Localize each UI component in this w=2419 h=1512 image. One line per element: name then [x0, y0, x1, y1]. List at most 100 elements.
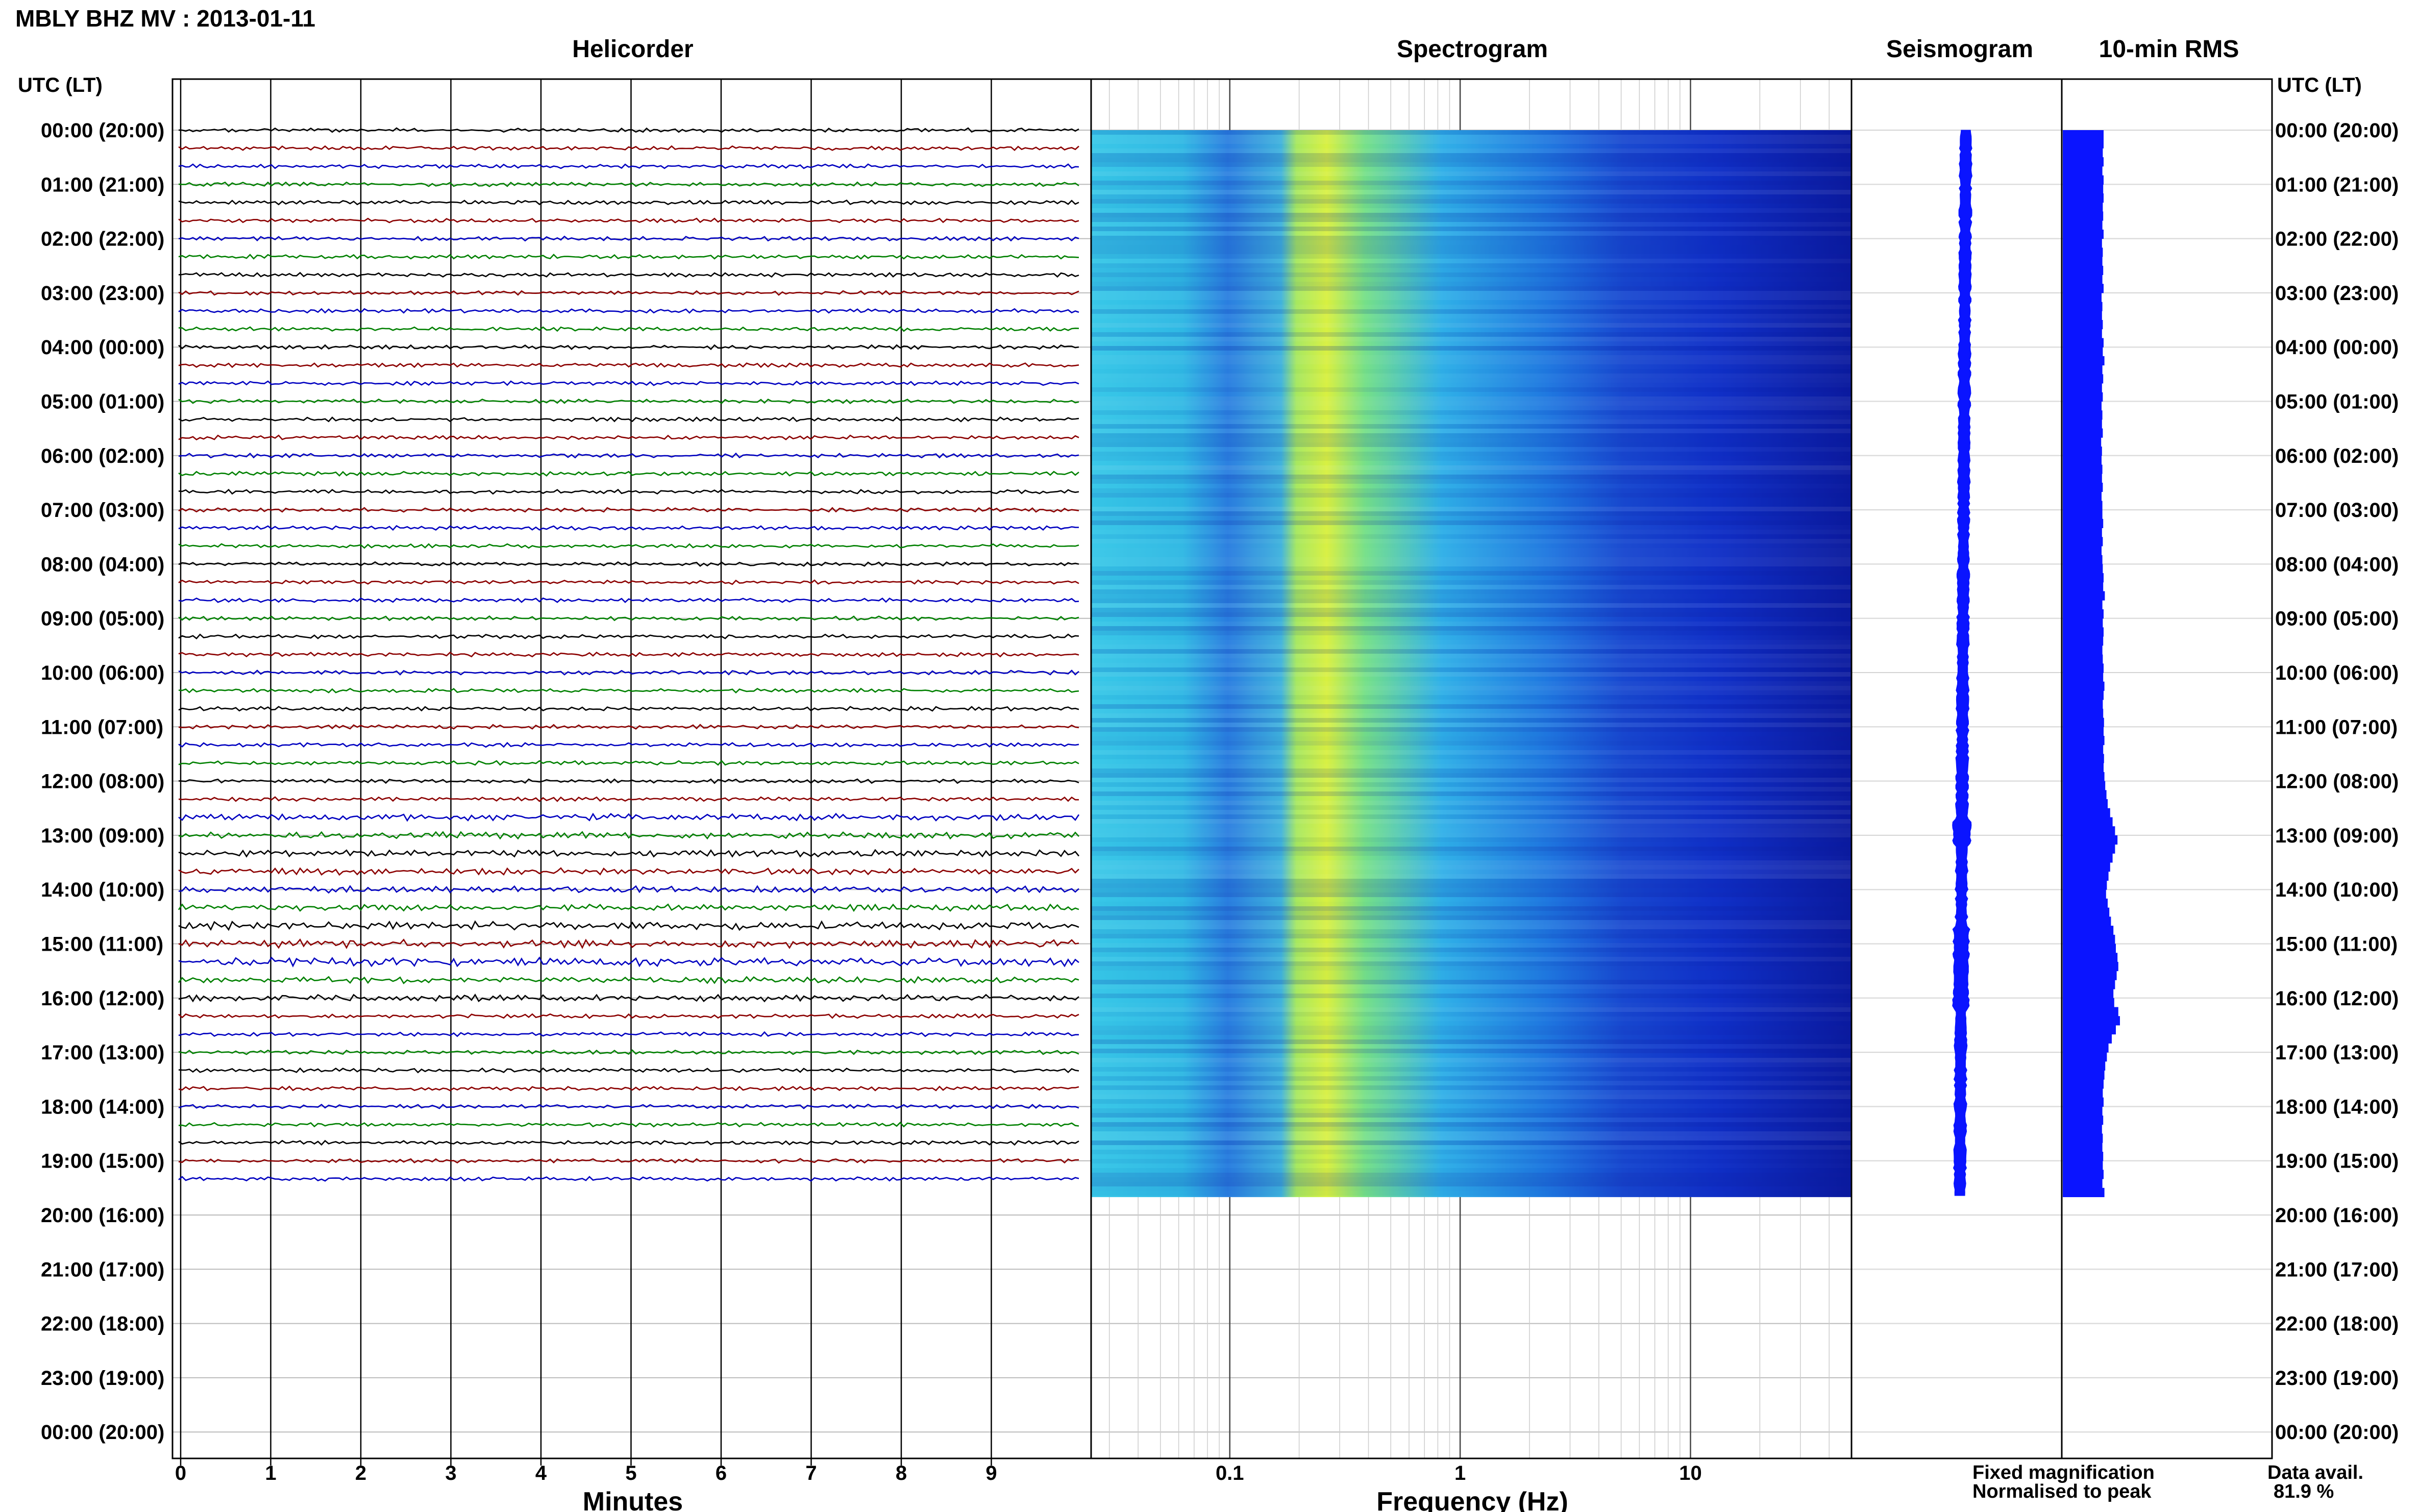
- spectrogram-stripe: [1091, 553, 1852, 557]
- spectrogram-stripe: [1091, 920, 1852, 925]
- rms-bar: [2063, 257, 2103, 266]
- hour-label-left: 11:00 (07:00): [41, 716, 163, 738]
- spectrogram-stripe: [1091, 1118, 1852, 1122]
- helicorder-trace: [178, 741, 1079, 748]
- rms-bar: [2063, 907, 2110, 917]
- seismogram-envelope: [1952, 130, 1972, 1196]
- helicorder-x-axis-title: Minutes: [583, 1487, 683, 1512]
- rms-bar: [2063, 690, 2104, 700]
- spectrogram-stripe: [1091, 791, 1852, 796]
- data-availability-value: 81.9 %: [2274, 1481, 2334, 1502]
- hour-label-left: 05:00 (01:00): [41, 391, 164, 413]
- helicorder-trace: [178, 217, 1079, 224]
- spectrogram-stripe: [1091, 769, 1852, 773]
- spectrogram-stripe: [1091, 975, 1852, 980]
- spectrogram-stripe: [1091, 530, 1852, 534]
- spectrogram-stripe: [1091, 1039, 1852, 1044]
- helicorder-trace: [178, 903, 1079, 912]
- rms-bar: [2063, 736, 2105, 746]
- rms-bar: [2063, 772, 2105, 782]
- hour-label-right: 08:00 (04:00): [2275, 553, 2399, 576]
- spectrogram-stripe: [1091, 277, 1852, 282]
- spectrogram-stripe: [1091, 355, 1852, 360]
- helicorder-trace: [178, 778, 1079, 784]
- minute-tick-label: 2: [355, 1462, 366, 1484]
- hour-label-right: 09:00 (05:00): [2275, 608, 2399, 630]
- hour-label-right: 23:00 (19:00): [2275, 1367, 2399, 1390]
- spectrogram-stripe: [1091, 341, 1852, 346]
- helicorder-trace: [178, 1085, 1079, 1092]
- spectrogram-stripe: [1091, 566, 1852, 571]
- spectrogram-stripe: [1091, 1159, 1852, 1163]
- spectrogram-stripe: [1091, 171, 1852, 176]
- spectrogram-stripe: [1091, 700, 1852, 704]
- rms-bar: [2063, 1124, 2102, 1134]
- spectrogram-stripe: [1091, 1012, 1852, 1017]
- spectrogram-stripe: [1091, 713, 1852, 718]
- rms-bar: [2063, 193, 2104, 203]
- spectrogram-stripe: [1091, 447, 1852, 452]
- spectrogram-stripe: [1091, 167, 1852, 171]
- spectrogram-stripe: [1091, 227, 1852, 231]
- hour-label-left: 00:00 (20:00): [41, 1421, 164, 1444]
- helicorder-trace: [178, 687, 1079, 693]
- rms-bar: [2063, 1187, 2105, 1197]
- spectrogram-stripe: [1091, 1072, 1852, 1076]
- spectrogram-stripe: [1091, 231, 1852, 236]
- spectrogram-stripe: [1091, 323, 1852, 328]
- spectrogram-stripe: [1091, 360, 1852, 364]
- spectrogram-stripe: [1091, 199, 1852, 204]
- hour-label-left: 07:00 (03:00): [41, 499, 164, 522]
- rms-bar: [2063, 1143, 2103, 1152]
- rms-bar: [2063, 663, 2104, 673]
- spectrogram-stripe: [1091, 576, 1852, 580]
- time-axis-label-right: UTC (LT): [2277, 74, 2362, 96]
- legend-normalised-to-peak: Normalised to peak: [1972, 1481, 2152, 1502]
- helicorder-trace: [178, 145, 1079, 151]
- spectrogram-stripe: [1091, 433, 1852, 438]
- rms-bar: [2063, 392, 2103, 402]
- helicorder-trace: [178, 885, 1079, 894]
- rms-bar: [2063, 898, 2108, 908]
- rms-bar: [2063, 781, 2106, 790]
- spectrogram-stripe: [1091, 801, 1852, 805]
- spectrogram-stripe: [1091, 1049, 1852, 1053]
- rms-bar: [2063, 374, 2104, 384]
- rms-bar: [2063, 220, 2103, 230]
- spectrogram-stripe: [1091, 291, 1852, 295]
- helicorder-trace: [178, 181, 1079, 187]
- spectrogram-stripe: [1091, 305, 1852, 309]
- spectrogram-stripe: [1091, 1136, 1852, 1141]
- spectrogram-stripe: [1091, 1104, 1852, 1108]
- hour-label-right: 19:00 (15:00): [2275, 1150, 2399, 1173]
- rms-bar: [2063, 1079, 2104, 1089]
- spectrogram-stripe: [1091, 934, 1852, 938]
- helicorder-trace: [178, 994, 1079, 1003]
- hour-label-left: 23:00 (19:00): [41, 1367, 164, 1390]
- spectrogram-stripe: [1091, 667, 1852, 672]
- spectrogram-stripe: [1091, 782, 1852, 787]
- rms-bar: [2063, 175, 2104, 185]
- minute-tick-label: 7: [805, 1462, 817, 1484]
- spectrogram-stripe: [1091, 755, 1852, 759]
- spectrogram-stripe: [1091, 364, 1852, 369]
- spectrogram-stripe: [1091, 520, 1852, 525]
- helicorder-trace: [178, 760, 1079, 766]
- spectrogram-stripe: [1091, 686, 1852, 690]
- hour-label-left: 00:00 (20:00): [41, 119, 164, 142]
- spectrogram-stripe: [1091, 429, 1852, 433]
- spectrogram-stripe: [1091, 1191, 1852, 1196]
- rms-bar: [2063, 1170, 2104, 1179]
- spectrogram-stripe: [1091, 773, 1852, 778]
- helicorder-trace: [178, 326, 1079, 332]
- spectrogram-stripe: [1091, 778, 1852, 782]
- spectrogram-stripe: [1091, 309, 1852, 314]
- spectrogram-stripe: [1091, 860, 1852, 865]
- spectrogram-stripe: [1091, 272, 1852, 277]
- spectrogram-stripe: [1091, 351, 1852, 355]
- spectrogram-stripe: [1091, 507, 1852, 511]
- rms-bar: [2063, 673, 2104, 682]
- spectrogram-stripe: [1091, 1168, 1852, 1173]
- spectrogram-stripe: [1091, 406, 1852, 410]
- hour-label-right: 05:00 (01:00): [2275, 391, 2399, 413]
